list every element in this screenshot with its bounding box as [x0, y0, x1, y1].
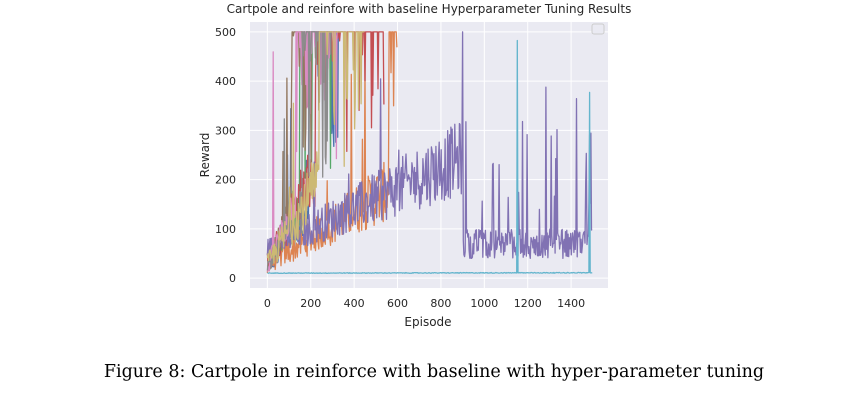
y-tick-label: 300 [215, 124, 236, 137]
figure-caption: Figure 8: Cartpole in reinforce with bas… [103, 362, 765, 382]
chart: Cartpole and reinfore with baseline Hype… [198, 2, 632, 329]
y-tick-label: 400 [215, 75, 236, 88]
y-axis-ticks: 0 100 200 300 400 500 [215, 26, 236, 285]
x-tick-label: 1200 [514, 297, 542, 310]
series-layer [266, 31, 593, 275]
x-axis-ticks: 0 200 400 600 800 1000 1200 1400 [264, 297, 585, 310]
y-tick-label: 500 [215, 26, 236, 39]
x-tick-label: 600 [387, 297, 408, 310]
x-tick-label: 800 [430, 297, 451, 310]
x-tick-label: 200 [300, 297, 321, 310]
y-axis-label: Reward [198, 133, 212, 178]
x-tick-label: 400 [344, 297, 365, 310]
y-tick-label: 0 [229, 272, 236, 285]
x-axis-label: Episode [404, 315, 451, 329]
legend-box [591, 23, 605, 35]
series-line [266, 31, 365, 264]
x-tick-label: 1000 [470, 297, 498, 310]
x-tick-label: 0 [264, 297, 271, 310]
chart-title: Cartpole and reinfore with baseline Hype… [227, 2, 632, 16]
series-line [267, 39, 593, 275]
x-tick-label: 1400 [557, 297, 585, 310]
y-tick-label: 100 [215, 223, 236, 236]
series-line [266, 31, 593, 260]
y-tick-label: 200 [215, 174, 236, 187]
